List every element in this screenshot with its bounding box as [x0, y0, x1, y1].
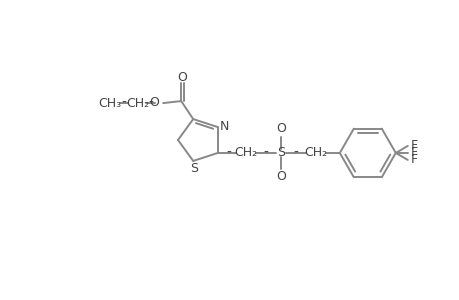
- Text: CH₃: CH₃: [98, 97, 122, 110]
- Text: F: F: [410, 153, 417, 167]
- Text: S: S: [276, 146, 284, 159]
- Text: -: -: [148, 96, 153, 110]
- Text: -: -: [293, 146, 297, 160]
- Text: O: O: [149, 96, 159, 109]
- Text: -: -: [122, 96, 126, 110]
- Text: F: F: [410, 140, 417, 152]
- Text: CH₂: CH₂: [234, 146, 257, 159]
- Text: CH₂: CH₂: [303, 146, 327, 159]
- Text: N: N: [220, 120, 229, 133]
- Text: F: F: [410, 146, 417, 159]
- Text: -: -: [226, 146, 231, 160]
- Text: -: -: [263, 146, 268, 160]
- Text: O: O: [275, 170, 285, 183]
- Text: CH₂: CH₂: [126, 97, 150, 110]
- Text: S: S: [190, 162, 198, 176]
- Text: O: O: [275, 122, 285, 135]
- Text: O: O: [177, 70, 187, 84]
